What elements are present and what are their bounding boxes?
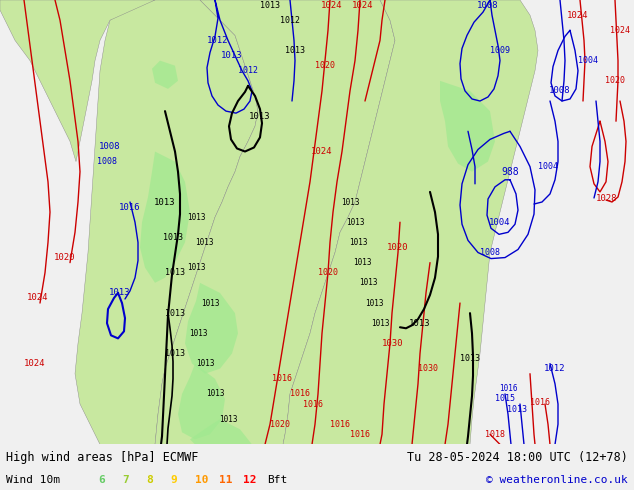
- Polygon shape: [178, 364, 225, 440]
- Text: 1013: 1013: [346, 218, 365, 227]
- Text: 1008: 1008: [549, 86, 571, 96]
- Text: Tu 28-05-2024 18:00 UTC (12+78): Tu 28-05-2024 18:00 UTC (12+78): [407, 451, 628, 464]
- Text: 1013: 1013: [206, 390, 224, 398]
- Text: 9: 9: [171, 475, 178, 485]
- Text: 1012: 1012: [544, 364, 566, 373]
- Text: 1018: 1018: [485, 430, 505, 439]
- Text: 1013: 1013: [201, 298, 219, 308]
- Text: 1013: 1013: [507, 405, 527, 414]
- Text: 1013: 1013: [221, 51, 243, 60]
- Text: 1020: 1020: [270, 420, 290, 429]
- Text: 10: 10: [195, 475, 208, 485]
- Text: 1024: 1024: [24, 359, 46, 368]
- Text: 1024: 1024: [27, 294, 49, 302]
- Text: 1013: 1013: [187, 213, 205, 221]
- Text: 1009: 1009: [490, 46, 510, 55]
- Polygon shape: [75, 0, 258, 444]
- Text: 8: 8: [146, 475, 153, 485]
- Text: 1024: 1024: [311, 147, 333, 156]
- Text: 1012: 1012: [280, 16, 300, 24]
- Polygon shape: [155, 0, 395, 444]
- Text: 7: 7: [122, 475, 129, 485]
- Text: 1008: 1008: [97, 157, 117, 166]
- Polygon shape: [283, 0, 538, 444]
- Text: © weatheronline.co.uk: © weatheronline.co.uk: [486, 475, 628, 485]
- Text: 1013: 1013: [410, 318, 430, 328]
- Text: 1013: 1013: [163, 233, 183, 242]
- Text: 1016: 1016: [350, 430, 370, 439]
- Text: 1024: 1024: [321, 0, 343, 9]
- Text: 1016: 1016: [290, 390, 310, 398]
- Text: 1024: 1024: [353, 0, 374, 9]
- Text: 1016: 1016: [272, 374, 292, 383]
- Text: 1016: 1016: [119, 202, 141, 212]
- Text: 1024: 1024: [610, 26, 630, 35]
- Text: 1013: 1013: [165, 309, 185, 318]
- Polygon shape: [140, 151, 190, 283]
- Text: 1004: 1004: [538, 162, 558, 171]
- Text: 1020: 1020: [318, 268, 338, 277]
- Text: 1015: 1015: [495, 394, 515, 403]
- Text: 1013: 1013: [154, 197, 176, 206]
- Text: 1020: 1020: [387, 243, 409, 252]
- Text: 1013: 1013: [219, 415, 237, 424]
- Polygon shape: [0, 0, 155, 162]
- Text: 1030: 1030: [418, 364, 438, 373]
- Text: 1013: 1013: [260, 0, 280, 9]
- Text: 1013: 1013: [371, 318, 389, 328]
- Polygon shape: [152, 61, 178, 89]
- Text: 1028: 1028: [596, 195, 618, 203]
- Text: 1024: 1024: [567, 11, 589, 20]
- Polygon shape: [185, 283, 238, 374]
- Text: 1004: 1004: [578, 56, 598, 65]
- Text: 1013: 1013: [353, 258, 372, 267]
- Text: 1013: 1013: [285, 46, 305, 55]
- Text: 1016: 1016: [303, 399, 323, 409]
- Text: High wind areas [hPa] ECMWF: High wind areas [hPa] ECMWF: [6, 451, 198, 464]
- Text: 1008: 1008: [477, 0, 499, 9]
- Text: 1013: 1013: [249, 112, 271, 121]
- Text: 1013: 1013: [365, 298, 383, 308]
- Text: 1013: 1013: [349, 238, 367, 247]
- Text: 1020: 1020: [605, 76, 625, 85]
- Text: 1013: 1013: [189, 329, 207, 338]
- Text: 1013: 1013: [340, 197, 359, 206]
- Text: 11: 11: [219, 475, 232, 485]
- Polygon shape: [190, 419, 252, 444]
- Text: 1004: 1004: [489, 218, 511, 227]
- Text: 1016: 1016: [530, 397, 550, 407]
- Text: 1016: 1016: [499, 384, 517, 393]
- Text: 6: 6: [98, 475, 105, 485]
- Text: 1012: 1012: [238, 66, 258, 75]
- Text: 1016: 1016: [330, 420, 350, 429]
- Text: Bft: Bft: [267, 475, 287, 485]
- Text: 1013: 1013: [460, 354, 480, 363]
- Text: 1013: 1013: [109, 289, 131, 297]
- Text: 988: 988: [501, 167, 519, 177]
- Text: 1013: 1013: [196, 359, 214, 368]
- Text: 12: 12: [243, 475, 256, 485]
- Text: 1008: 1008: [480, 248, 500, 257]
- Polygon shape: [440, 81, 495, 172]
- Text: 1020: 1020: [315, 61, 335, 70]
- Text: 1013: 1013: [359, 278, 377, 287]
- Text: 1012: 1012: [207, 36, 229, 45]
- Text: 1013: 1013: [187, 263, 205, 272]
- Text: 1030: 1030: [382, 339, 404, 348]
- Text: 1020: 1020: [55, 253, 75, 262]
- Text: 1013: 1013: [195, 238, 213, 247]
- Text: 1013: 1013: [165, 268, 185, 277]
- Text: Wind 10m: Wind 10m: [6, 475, 60, 485]
- Text: 1013: 1013: [165, 349, 185, 358]
- Text: 1008: 1008: [100, 142, 120, 151]
